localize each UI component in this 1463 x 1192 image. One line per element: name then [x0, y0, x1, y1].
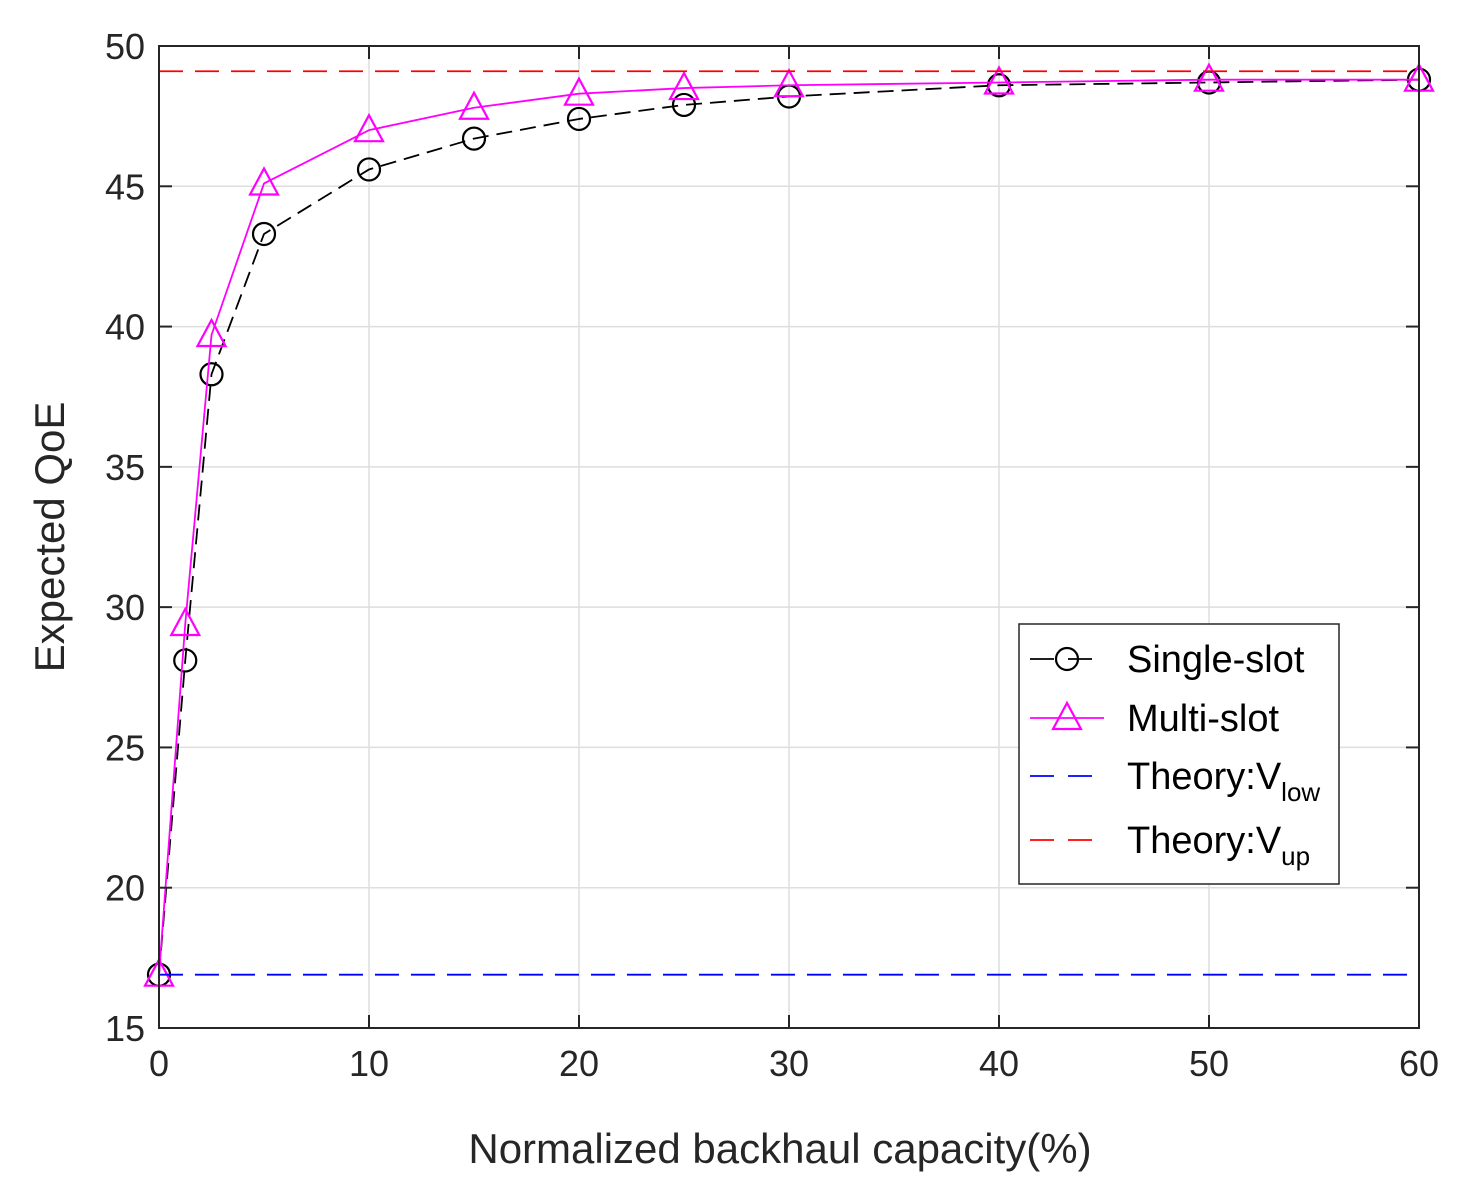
x-axis-label: Normalized backhaul capacity(%) [468, 1125, 1091, 1172]
legend-label-text: Theory:V [1127, 756, 1282, 798]
legend-marker [1054, 646, 1080, 672]
y-tick-label: 30 [105, 587, 145, 628]
series-line [158, 78, 1419, 975]
y-tick-label: 40 [105, 307, 145, 348]
data-point [566, 106, 592, 132]
data-point [563, 76, 595, 106]
x-tick-label: 50 [1189, 1043, 1229, 1084]
legend-label-text: Multi-slot [1127, 698, 1279, 740]
data-point [248, 166, 280, 196]
legend-label: Multi-slot [1127, 698, 1279, 740]
y-tick-label: 25 [105, 727, 145, 768]
x-tick-label: 60 [1399, 1043, 1439, 1084]
y-tick-label: 20 [105, 868, 145, 909]
data-point [195, 317, 228, 348]
data-point [1193, 62, 1225, 92]
legend-label: Single-slot [1127, 639, 1305, 681]
legend-label-subscript: up [1281, 841, 1310, 871]
data-point [458, 90, 490, 120]
y-tick-label: 15 [105, 1008, 145, 1049]
legend-label: Theory:Vup [1127, 820, 1310, 871]
data-point [251, 221, 277, 247]
legend-marker [1051, 700, 1083, 731]
data-point [353, 112, 385, 143]
data-point [773, 67, 805, 98]
series-multi-slot [143, 62, 1435, 987]
data-point [173, 648, 198, 673]
data-point [668, 70, 700, 101]
y-axis-label: Expected QoE [26, 402, 73, 673]
data-point [461, 126, 487, 151]
data-point [169, 606, 202, 637]
legend-label-subscript: low [1281, 777, 1320, 807]
x-tick-label: 0 [149, 1043, 169, 1084]
series-line [158, 78, 1420, 975]
y-tick-label: 45 [105, 166, 145, 207]
series-layer [143, 62, 1435, 987]
data-point [986, 73, 1012, 98]
legend-label: Theory:Vlow [1127, 756, 1320, 807]
x-tick-label: 40 [979, 1043, 1019, 1084]
x-tick-label: 30 [769, 1043, 809, 1084]
legend-label-text: Single-slot [1127, 639, 1305, 681]
y-tick-label: 35 [105, 447, 145, 488]
data-point [199, 362, 224, 387]
legend: Single-slotMulti-slotTheory:VlowTheory:V… [1018, 623, 1340, 885]
ticks: 0 10 20 30 40 50 60 15 20 25 30 35 40 45 50 [105, 26, 1439, 1084]
x-tick-label: 10 [349, 1043, 389, 1084]
data-point [671, 92, 697, 118]
x-tick-label: 20 [559, 1043, 599, 1084]
y-tick-label: 50 [105, 26, 145, 67]
data-point [356, 157, 382, 182]
legend-label-text: Theory:V [1127, 820, 1282, 862]
grid [159, 46, 1419, 1028]
data-point [983, 65, 1015, 95]
